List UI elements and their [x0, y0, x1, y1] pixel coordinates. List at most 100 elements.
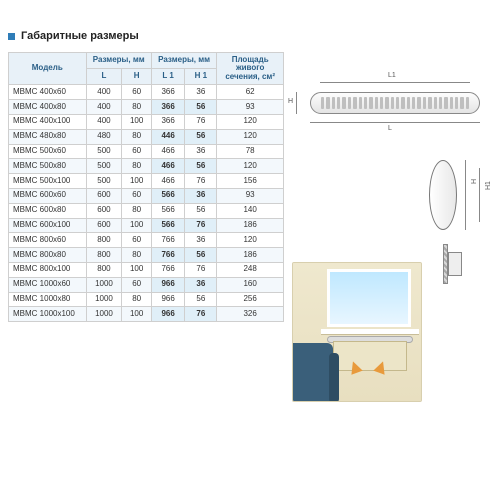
cell-L1: 366	[151, 114, 184, 129]
radiator-icon	[333, 341, 407, 371]
grille-icon	[310, 92, 480, 114]
table-row: МВМС 800x10080010076676248	[9, 262, 284, 277]
cell-H1: 76	[185, 114, 217, 129]
cell-L1: 466	[151, 174, 184, 189]
cell-L1: 966	[151, 307, 184, 322]
cell-H: 60	[122, 233, 152, 248]
cell-area: 160	[217, 277, 284, 292]
cell-area: 93	[217, 188, 284, 203]
cell-model: МВМС 500x60	[9, 144, 87, 159]
diagrams-panel: L1 H L H H1	[292, 52, 492, 412]
cell-L1: 766	[151, 233, 184, 248]
dimensions-table: Модель Размеры, мм Размеры, мм Площадь ж…	[8, 52, 284, 322]
cell-area: 140	[217, 203, 284, 218]
table-row: МВМС 600x60600605663693	[9, 188, 284, 203]
cell-L1: 566	[151, 188, 184, 203]
cell-H1: 36	[185, 233, 217, 248]
flange-section-icon	[443, 244, 477, 284]
cell-L1: 366	[151, 85, 184, 100]
cell-L: 500	[86, 144, 122, 159]
table-row: МВМС 500x60500604663678	[9, 144, 284, 159]
cell-model: МВМС 480x80	[9, 129, 87, 144]
col-overall: Размеры, мм	[86, 53, 151, 69]
cell-model: МВМС 600x60	[9, 188, 87, 203]
cell-area: 248	[217, 262, 284, 277]
cell-H: 60	[122, 277, 152, 292]
cell-model: МВМС 1000x80	[9, 292, 87, 307]
cell-H1: 36	[185, 188, 217, 203]
cell-L1: 966	[151, 277, 184, 292]
cell-H: 80	[122, 203, 152, 218]
cell-model: МВМС 800x60	[9, 233, 87, 248]
dim-label-L1: L1	[388, 72, 396, 79]
cell-model: МВМС 600x100	[9, 218, 87, 233]
cell-area: 120	[217, 159, 284, 174]
cell-H1: 56	[185, 100, 217, 115]
cell-H: 80	[122, 129, 152, 144]
cell-area: 256	[217, 292, 284, 307]
cell-H: 60	[122, 188, 152, 203]
cell-model: МВМС 800x80	[9, 248, 87, 263]
table-row: МВМС 600x10060010056676186	[9, 218, 284, 233]
cell-H1: 56	[185, 129, 217, 144]
cell-H1: 76	[185, 307, 217, 322]
cell-L: 600	[86, 188, 122, 203]
cell-area: 326	[217, 307, 284, 322]
dim-label-H-side: H	[471, 179, 478, 184]
cell-model: МВМС 1000x100	[9, 307, 87, 322]
cell-area: 186	[217, 218, 284, 233]
cell-H: 80	[122, 159, 152, 174]
table-row: МВМС 1000x6010006096636160	[9, 277, 284, 292]
cell-L1: 446	[151, 129, 184, 144]
cell-L1: 366	[151, 100, 184, 115]
cell-area: 93	[217, 100, 284, 115]
cell-L: 800	[86, 262, 122, 277]
table-row: МВМС 400x10040010036676120	[9, 114, 284, 129]
table-row: МВМС 1000x100100010096676326	[9, 307, 284, 322]
cell-H1: 76	[185, 262, 217, 277]
cell-H: 80	[122, 292, 152, 307]
table-row: МВМС 800x808008076656186	[9, 248, 284, 263]
window-icon	[327, 269, 411, 327]
col-L: L	[86, 69, 122, 85]
cell-H: 60	[122, 85, 152, 100]
cell-L: 400	[86, 85, 122, 100]
section-title-text: Габаритные размеры	[21, 30, 139, 42]
end-oval-icon	[429, 160, 457, 230]
cell-H1: 56	[185, 203, 217, 218]
sofa-icon	[292, 343, 333, 402]
section-heading: Габаритные размеры	[8, 30, 492, 42]
cell-H: 100	[122, 174, 152, 189]
side-view-diagram: H H1	[417, 152, 492, 292]
cell-L: 600	[86, 203, 122, 218]
table-row: МВМС 400x80400803665693	[9, 100, 284, 115]
cell-area: 120	[217, 233, 284, 248]
cell-H: 60	[122, 144, 152, 159]
cell-H1: 56	[185, 292, 217, 307]
cell-model: МВМС 500x80	[9, 159, 87, 174]
cell-L: 400	[86, 114, 122, 129]
cell-L1: 566	[151, 218, 184, 233]
col-opening: Размеры, мм	[151, 53, 216, 69]
dim-label-H: H	[288, 98, 293, 105]
table-row: МВМС 400x60400603663662	[9, 85, 284, 100]
cell-L: 1000	[86, 292, 122, 307]
cell-H: 80	[122, 248, 152, 263]
cell-L1: 766	[151, 262, 184, 277]
cell-H1: 36	[185, 85, 217, 100]
bullet-icon	[8, 33, 15, 40]
cell-area: 156	[217, 174, 284, 189]
cell-L: 480	[86, 129, 122, 144]
table-row: МВМС 480x804808044656120	[9, 129, 284, 144]
table-row: МВМС 600x806008056656140	[9, 203, 284, 218]
cell-L1: 766	[151, 248, 184, 263]
cell-model: МВМС 1000x60	[9, 277, 87, 292]
col-L1: L 1	[151, 69, 184, 85]
cell-H: 100	[122, 262, 152, 277]
cell-H1: 76	[185, 174, 217, 189]
cell-model: МВМС 500x100	[9, 174, 87, 189]
cell-L: 800	[86, 248, 122, 263]
cell-L: 500	[86, 159, 122, 174]
table-row: МВМС 500x10050010046676156	[9, 174, 284, 189]
cell-H1: 56	[185, 159, 217, 174]
